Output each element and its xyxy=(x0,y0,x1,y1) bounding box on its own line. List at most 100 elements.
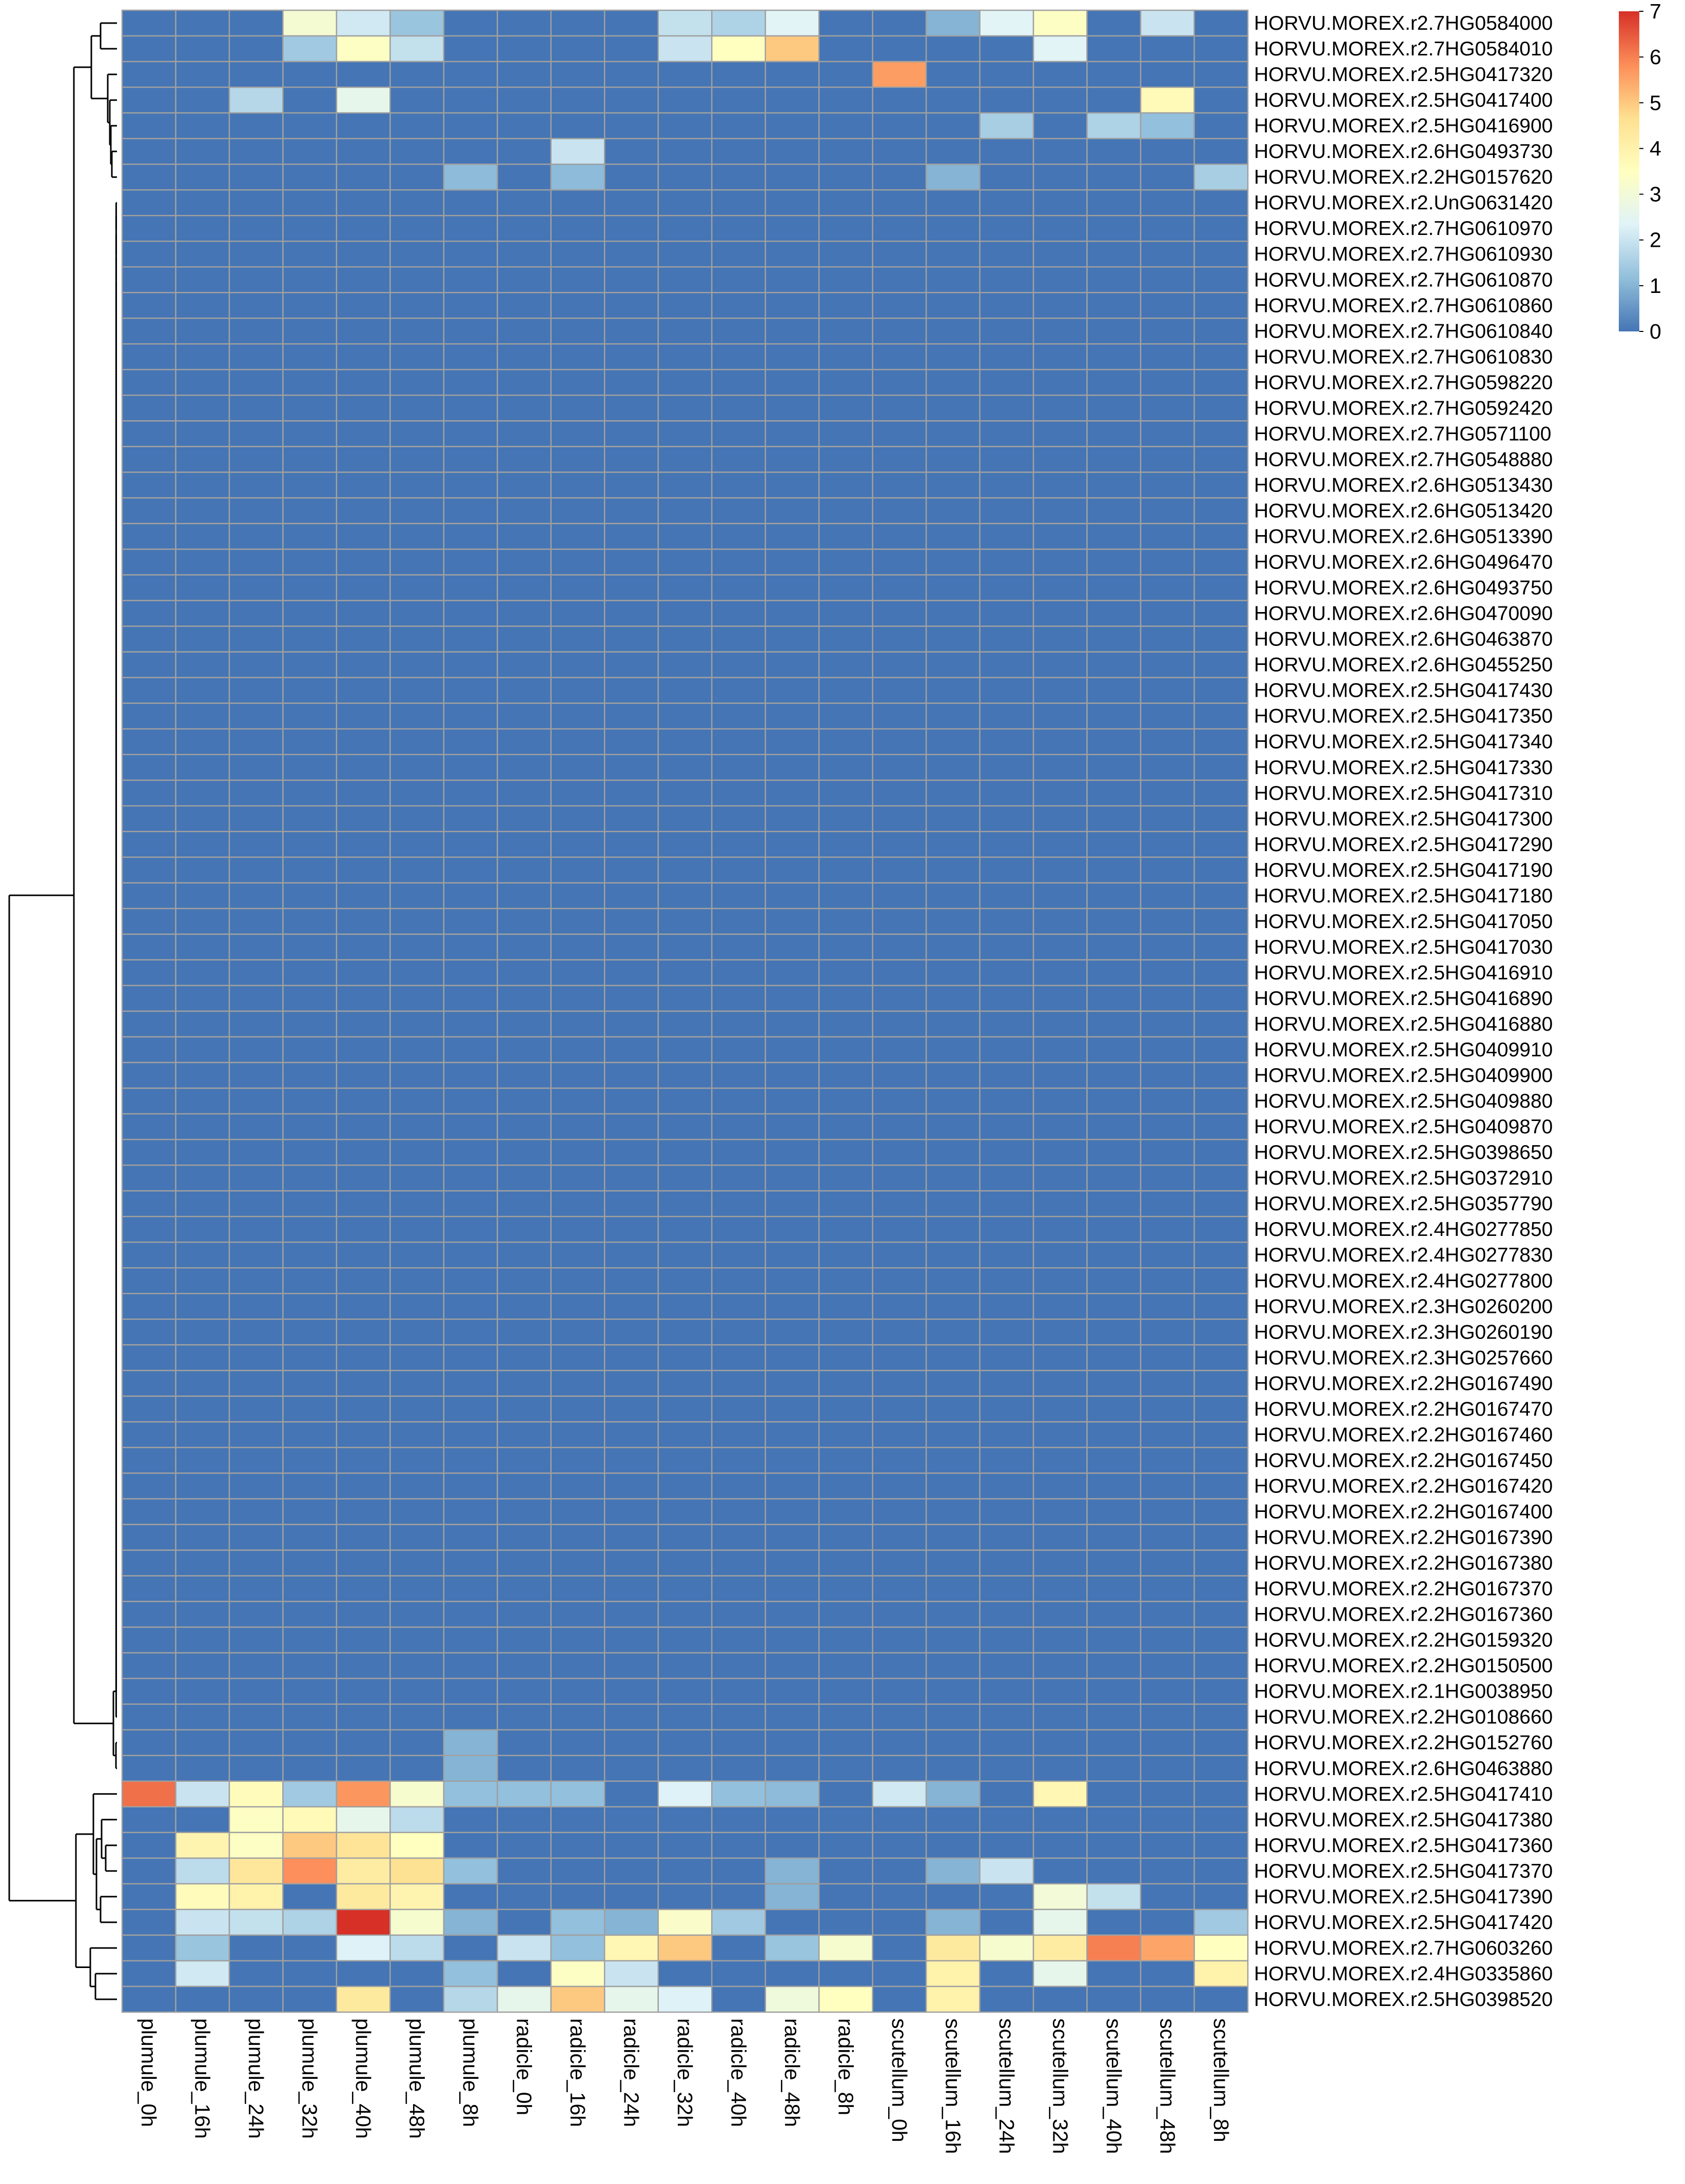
heatmap-cell xyxy=(497,1626,552,1654)
heatmap-cell xyxy=(657,189,713,217)
heatmap-cell xyxy=(1140,1832,1195,1859)
heatmap-cell xyxy=(657,1010,713,1038)
heatmap-cell xyxy=(604,369,659,396)
heatmap-cell xyxy=(550,1061,605,1089)
heatmap-cell xyxy=(711,446,766,473)
heatmap-cell xyxy=(336,754,391,781)
heatmap-cell xyxy=(818,548,873,576)
heatmap-cell xyxy=(872,1703,927,1730)
heatmap-cell xyxy=(336,1575,391,1602)
heatmap-cell xyxy=(228,1164,284,1192)
row-label: HORVU.MOREX.r2.4HG0277850 xyxy=(1254,1218,1553,1241)
heatmap-cell xyxy=(1140,523,1195,550)
heatmap-cell xyxy=(443,471,498,499)
heatmap-cell xyxy=(1193,395,1249,422)
heatmap-cell xyxy=(550,1857,605,1885)
heatmap-cell xyxy=(765,1729,820,1756)
heatmap-cell xyxy=(228,1010,284,1038)
heatmap-cell xyxy=(711,1370,766,1397)
heatmap-cell xyxy=(121,1985,177,2013)
heatmap-cell xyxy=(711,1832,766,1859)
heatmap-cell xyxy=(1086,9,1142,37)
heatmap-cell xyxy=(872,702,927,730)
row-label: HORVU.MOREX.r2.5HG0417410 xyxy=(1254,1783,1553,1805)
heatmap-cell xyxy=(1140,779,1195,807)
heatmap-cell xyxy=(1086,1164,1142,1192)
heatmap-cell xyxy=(818,779,873,807)
heatmap-cell xyxy=(818,395,873,422)
heatmap-cell xyxy=(228,292,284,319)
heatmap-cell xyxy=(1086,1652,1142,1679)
heatmap-cell xyxy=(443,985,498,1012)
heatmap-cell xyxy=(121,1395,177,1423)
heatmap-cell xyxy=(872,1729,927,1756)
column-label: radicle_32h xyxy=(673,2018,697,2127)
heatmap-cell xyxy=(657,61,713,88)
heatmap-cell xyxy=(443,1832,498,1859)
heatmap-cell xyxy=(1140,1703,1195,1730)
heatmap-cell xyxy=(925,1524,981,1551)
row-label: HORVU.MOREX.r2.5HG0416880 xyxy=(1254,1013,1553,1035)
heatmap-cell xyxy=(1086,240,1142,268)
heatmap-cell xyxy=(175,1319,230,1346)
heatmap-cell xyxy=(443,908,498,935)
heatmap-cell xyxy=(228,395,284,422)
heatmap-cell xyxy=(604,1524,659,1551)
heatmap-cell xyxy=(550,1883,605,1911)
heatmap-cell xyxy=(336,497,391,524)
heatmap-cell xyxy=(497,1138,552,1166)
heatmap-cell xyxy=(175,1087,230,1115)
heatmap-cell xyxy=(979,497,1034,524)
heatmap-cell xyxy=(1193,1370,1249,1397)
heatmap-cell xyxy=(336,1472,391,1500)
heatmap-cell xyxy=(765,1472,820,1500)
heatmap-cell xyxy=(765,933,820,961)
row-label: HORVU.MOREX.r2.5HG0417320 xyxy=(1254,64,1553,86)
heatmap-cell xyxy=(443,882,498,910)
heatmap-cell xyxy=(1140,240,1195,268)
heatmap-cell xyxy=(765,1190,820,1217)
heatmap-cell xyxy=(1032,1087,1088,1115)
heatmap-cell xyxy=(175,1138,230,1166)
heatmap-cell xyxy=(175,651,230,678)
heatmap-cell xyxy=(657,754,713,781)
heatmap-cell xyxy=(765,754,820,781)
heatmap-cell xyxy=(389,574,445,601)
heatmap-cell xyxy=(228,1267,284,1294)
heatmap-cell xyxy=(657,1472,713,1500)
heatmap-cell xyxy=(765,1908,820,1936)
heatmap-cell xyxy=(121,1472,177,1500)
heatmap-cell xyxy=(1140,574,1195,601)
heatmap-cell xyxy=(389,1113,445,1140)
heatmap-cell xyxy=(550,9,605,37)
heatmap-cell xyxy=(925,1267,981,1294)
heatmap-cell xyxy=(550,369,605,396)
heatmap-cell xyxy=(979,908,1034,935)
heatmap-cell xyxy=(657,214,713,242)
heatmap-cell xyxy=(1193,369,1249,396)
heatmap-cell xyxy=(925,163,981,191)
heatmap-cell xyxy=(175,1934,230,1962)
heatmap-cell xyxy=(336,1960,391,1988)
heatmap-cell xyxy=(1032,1549,1088,1577)
heatmap-cell xyxy=(228,702,284,730)
heatmap-cell xyxy=(1193,754,1249,781)
heatmap-cell xyxy=(818,574,873,601)
heatmap-cell xyxy=(872,728,927,755)
heatmap-cell xyxy=(443,959,498,987)
heatmap-cell xyxy=(765,702,820,730)
heatmap-cell xyxy=(979,9,1034,37)
heatmap-cell xyxy=(1086,779,1142,807)
heatmap-cell xyxy=(336,1883,391,1911)
heatmap-cell xyxy=(925,1036,981,1064)
heatmap-cell xyxy=(1193,343,1249,370)
heatmap-cell xyxy=(872,369,927,396)
heatmap-cell xyxy=(121,163,177,191)
heatmap-cell xyxy=(765,1524,820,1551)
row-label: HORVU.MOREX.r2.5HG0417420 xyxy=(1254,1912,1553,1934)
heatmap-cell xyxy=(550,1575,605,1602)
heatmap-cell xyxy=(550,1395,605,1423)
heatmap-cell xyxy=(1193,1395,1249,1423)
heatmap-cell xyxy=(657,1934,713,1962)
